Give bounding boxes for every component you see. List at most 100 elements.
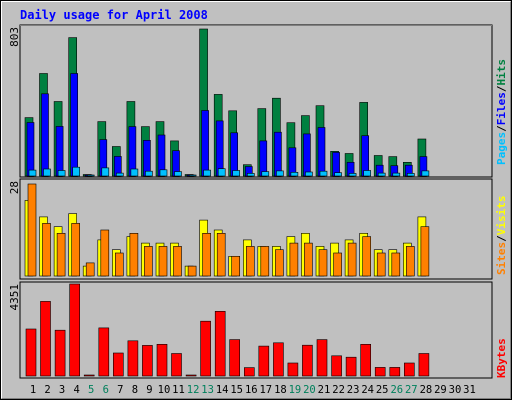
kbytes-bar-kbytes-day-28	[418, 353, 430, 377]
requests-bar-pages-day-15	[232, 170, 240, 177]
kbytes-bar-kbytes-day-14	[214, 310, 226, 377]
panel-visitors	[24, 183, 430, 277]
kbytes-bar-kbytes-day-23	[345, 356, 357, 377]
kbytes-bar-kbytes-day-12	[185, 374, 197, 377]
requests-bar-files-day-2	[41, 93, 49, 177]
visitors-bar-sites-day-13	[202, 233, 211, 277]
x-tick-label-day-10: 10	[158, 384, 171, 396]
visitors-bar-sites-day-27	[405, 246, 415, 277]
visitors-bar-sites-day-23	[347, 242, 357, 277]
requests-bar-pages-day-14	[217, 168, 226, 177]
visitors-bar-sites-day-15	[231, 255, 240, 277]
legend-sites: Sites	[495, 242, 508, 275]
y-max-label-requests: 803	[8, 27, 21, 47]
x-tick-label-day-22: 22	[332, 384, 345, 396]
y-axis-labels: 803 28 4351	[8, 27, 21, 311]
visitors-bar-sites-day-8	[129, 233, 139, 277]
requests-bar-pages-day-18	[276, 170, 284, 177]
kbytes-bar-kbytes-day-25	[374, 367, 386, 377]
x-tick-label-day-1: 1	[30, 384, 36, 396]
x-tick-label-day-12: 12	[187, 384, 200, 396]
legend-hits: Hits	[495, 59, 508, 86]
x-tick-label-day-23: 23	[347, 384, 360, 396]
panel-requests	[24, 28, 430, 177]
visitors-bar-sites-day-25	[376, 252, 386, 277]
x-tick-label-day-11: 11	[172, 384, 185, 396]
x-tick-label-day-3: 3	[59, 384, 65, 396]
panel-kbytes	[25, 283, 430, 377]
x-tick-label-day-30: 30	[449, 384, 462, 396]
kbytes-bar-kbytes-day-21	[316, 339, 328, 377]
visitors-bar-sites-day-24	[362, 236, 372, 277]
x-tick-label-day-31: 31	[463, 384, 476, 396]
kbytes-bar-kbytes-day-8	[127, 340, 139, 377]
requests-bar-files-day-14	[215, 120, 224, 177]
requests-bar-pages-day-9	[145, 170, 153, 177]
x-tick-label-day-17: 17	[259, 384, 272, 396]
requests-bar-files-day-19	[288, 147, 297, 177]
kbytes-bar-kbytes-day-22	[331, 355, 342, 377]
requests-bar-files-day-9	[143, 140, 151, 177]
kbytes-bar-kbytes-day-9	[142, 345, 153, 377]
x-tick-label-day-24: 24	[361, 384, 374, 396]
requests-bar-pages-day-22	[334, 172, 342, 177]
kbytes-bar-kbytes-day-24	[360, 343, 372, 377]
x-tick-label-day-29: 29	[434, 384, 447, 396]
legend-visits: Visits	[495, 196, 508, 236]
requests-bar-files-day-17	[259, 140, 268, 177]
requests-bar-files-day-18	[274, 131, 282, 177]
visitors-bar-sites-day-20	[304, 242, 313, 277]
visitors-bar-sites-day-11	[173, 246, 182, 277]
requests-bar-pages-day-8	[130, 168, 139, 177]
requests-bar-pages-day-2	[43, 168, 51, 177]
x-tick-label-day-6: 6	[103, 384, 109, 396]
requests-bar-pages-day-24	[363, 170, 372, 177]
right-label-kbytes: KBytes	[495, 338, 508, 378]
visitors-bar-sites-day-4	[71, 223, 80, 277]
visitors-bar-sites-day-17	[260, 246, 270, 277]
kbytes-bar-kbytes-day-3	[54, 329, 66, 377]
requests-bar-files-day-24	[361, 135, 370, 177]
visitors-bar-sites-day-26	[391, 252, 401, 277]
chart-title: Daily usage for April 2008	[20, 8, 208, 22]
requests-bar-pages-day-26	[392, 172, 401, 177]
requests-bar-pages-day-3	[57, 170, 66, 177]
requests-bar-pages-day-25	[377, 172, 386, 177]
x-tick-label-day-9: 9	[146, 384, 152, 396]
x-tick-label-day-26: 26	[390, 384, 403, 396]
y-max-label-visitors: 28	[8, 181, 21, 194]
visitors-bar-sites-day-28	[420, 226, 430, 277]
x-tick-label-day-27: 27	[405, 384, 418, 396]
kbytes-bar-kbytes-day-7	[113, 352, 124, 377]
x-tick-label-day-21: 21	[318, 384, 331, 396]
visitors-bar-sites-day-2	[42, 223, 51, 277]
x-axis: 1 2 3 4 5 6 7 8 9 10 11 12 13 14 15 16 17 18 19 20 21 22 23 24 2…	[30, 384, 476, 396]
requests-bar-pages-day-5	[86, 174, 95, 177]
x-tick-label-day-15: 15	[230, 384, 243, 396]
right-label-visitors: Sites/Visits	[495, 196, 508, 276]
right-label-separator: /	[495, 125, 508, 132]
kbytes-bar-kbytes-day-6	[98, 327, 110, 377]
visitors-bar-sites-day-6	[100, 229, 110, 277]
visitors-bar-sites-day-18	[275, 249, 284, 277]
visitors-bar-sites-day-9	[144, 246, 153, 277]
kbytes-bar-kbytes-day-26	[389, 367, 401, 377]
kbytes-bar-kbytes-day-16	[244, 367, 255, 377]
requests-bar-pages-day-1	[28, 169, 37, 177]
kbytes-bar-kbytes-day-15	[229, 339, 240, 377]
kbytes-bar-kbytes-day-11	[171, 353, 182, 377]
x-tick-label-day-7: 7	[117, 384, 123, 396]
visitors-bar-sites-day-14	[216, 233, 226, 277]
visitors-bar-sites-day-16	[246, 246, 255, 277]
kbytes-bar-kbytes-day-5	[83, 374, 95, 377]
requests-bar-pages-day-4	[72, 166, 80, 177]
requests-bar-pages-day-28	[421, 170, 430, 177]
requests-bar-pages-day-13	[203, 169, 211, 177]
kbytes-bar-kbytes-day-4	[69, 283, 80, 377]
kbytes-bar-kbytes-day-13	[200, 320, 211, 377]
requests-bar-pages-day-16	[247, 173, 255, 177]
legend-pages: Pages	[495, 132, 508, 165]
kbytes-bar-kbytes-day-1	[25, 328, 37, 377]
x-tick-label-day-28: 28	[420, 384, 433, 396]
